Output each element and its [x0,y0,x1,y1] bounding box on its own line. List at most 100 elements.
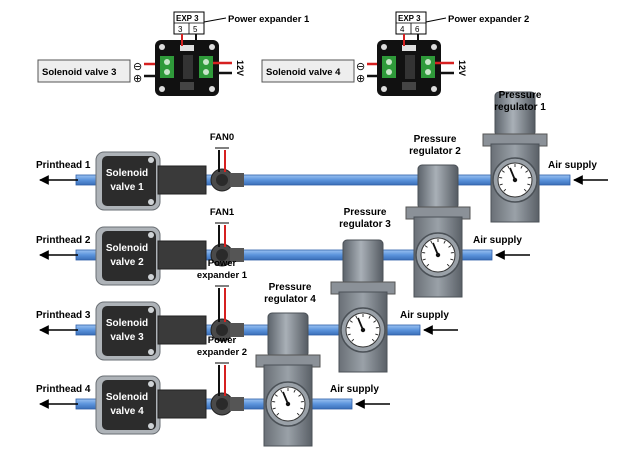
valve-port [230,248,244,262]
expander-2-minus: ⊖ [356,61,365,73]
gauge-tick [300,407,304,410]
valve-port [230,173,244,187]
expander-2-plus: ⊕ [356,73,365,85]
valve-fitting-core [216,324,228,336]
gauge-tick [355,315,358,319]
gauge-tick [296,412,300,416]
gauge-tick [507,165,510,169]
expander-1-out-terminal [160,56,174,78]
regulator-label-line2: regulator 1 [494,102,546,113]
valve-label-line1: Solenoid [106,243,148,254]
expander-2-caption: Power expander 2 [448,14,529,25]
valve-fitting-core [216,398,228,410]
gauge-tick [503,188,507,192]
expander-1-caption: Power expander 1 [228,14,310,25]
valve-stem [157,389,207,419]
connector-label-line1: Power [208,258,237,269]
gauge-tick [523,188,527,192]
regulator-label-line1: Pressure [344,207,387,218]
valve-port [230,323,244,337]
regulator-label-line1: Pressure [499,90,542,101]
air-supply-label: Air supply [330,384,379,395]
gauge-tick [422,258,426,261]
regulator-label-line1: Pressure [414,134,457,145]
valve-stem [157,315,207,345]
valve-label-line2: valve 1 [110,182,144,193]
gauge-tick [448,245,452,248]
valve-fitting-core [216,249,228,261]
expander-1-plus: ⊕ [133,73,142,85]
valve-screw [148,232,154,238]
valve-coil [102,231,156,281]
gauge-tick [430,240,433,244]
valve-port [230,397,244,411]
connector-label: FAN0 [210,132,234,143]
regulator-label-line2: regulator 4 [264,294,316,305]
gauge-tick [371,338,375,342]
valve-stem [157,165,207,195]
gauge-tick [446,263,450,267]
expander-2-pin-a: 4 [400,25,405,34]
printhead-label: Printhead 2 [36,235,91,246]
regulator-knob [417,164,459,210]
valve-coil [102,380,156,430]
expander-2-valve-label: Solenoid valve 4 [266,67,341,78]
gauge-pivot [435,252,441,258]
expander-2-voltage: 12V [457,60,467,76]
valve-stem [157,240,207,270]
gauge-tick [351,338,355,342]
regulator-knob [342,239,384,285]
valve-label-line2: valve 2 [110,257,144,268]
expander-1-pin-a: 3 [178,25,183,34]
expander-2-valve-box [261,59,355,83]
gauge-tick [293,389,296,393]
expander-2-in-terminal [421,56,435,78]
gauge-tick [349,320,353,323]
printhead-label: Printhead 1 [36,160,91,171]
expander-1-minus: ⊖ [133,61,142,73]
gauge-tick [520,165,523,169]
valve-label-line2: valve 4 [110,406,144,417]
gauge-tick [443,240,446,244]
regulator-label-line2: regulator 3 [339,219,391,230]
valve-coil [102,306,156,356]
gauge-tick [274,394,278,397]
printhead-label: Printhead 3 [36,310,91,321]
gauge-tick [501,170,505,173]
expander-2-pin-b: 6 [415,25,420,34]
regulator-label-line2: regulator 2 [409,146,461,157]
gauge-pivot [285,401,291,407]
expander-1-pin-b: 5 [193,25,198,34]
expander-1-valve-label: Solenoid valve 3 [42,67,116,78]
valve-label-line1: Solenoid [106,318,148,329]
expander-1-voltage: 12V [235,60,245,76]
connector-label-line1: Power [208,335,237,346]
air-supply-label: Air supply [548,160,597,171]
valve-coil [102,156,156,206]
gauge-tick [276,412,280,416]
valve-screw [148,157,154,163]
expander-2-exp-label: EXP 3 [398,14,421,23]
gauge-tick [450,258,454,261]
expander-1-valve-box [37,59,131,83]
gauge-tick [499,183,503,186]
gauge-tick [426,263,430,267]
valve-screw [148,199,154,205]
valve-label-line1: Solenoid [106,392,148,403]
valve-label-line2: valve 3 [110,332,144,343]
regulator-knob [267,312,309,358]
connector-label: FAN1 [210,207,235,218]
valve-screw [148,307,154,313]
connector-label-line2: expander 2 [197,347,247,358]
gauge-tick [368,315,371,319]
expander-2-out-terminal [382,56,396,78]
gauge-tick [525,170,529,173]
expander-2-group: Solenoid valve 4 ⊖ ⊕ EXP 3 4 6 Power exp… [261,11,529,96]
printhead-label: Printhead 4 [36,384,91,395]
valve-label-line1: Solenoid [106,168,148,179]
